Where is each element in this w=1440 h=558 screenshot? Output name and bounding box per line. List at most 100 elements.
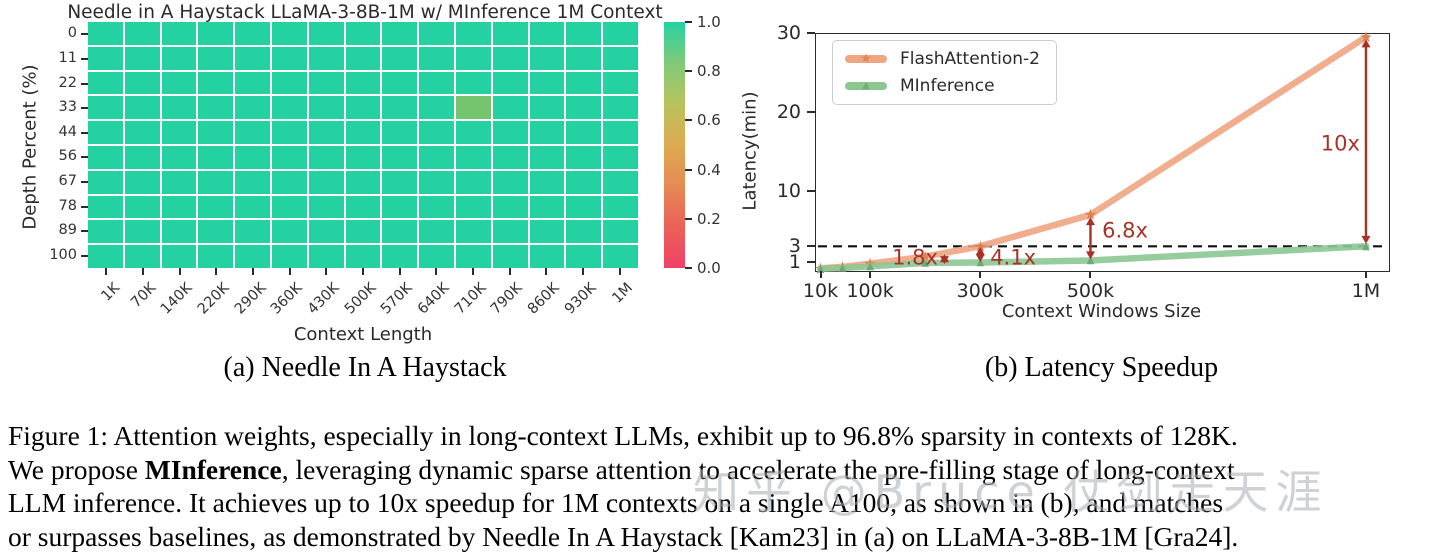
tick-mark xyxy=(398,268,401,275)
heatmap-cell xyxy=(308,96,344,120)
heatmap-cell xyxy=(455,145,491,169)
tick-mark xyxy=(545,268,548,275)
colorbar-tick: 1.0 xyxy=(697,13,721,31)
heatmap-xtick: 290K xyxy=(231,280,270,318)
heatmap-cell xyxy=(603,195,638,219)
latency-ytick: 30 xyxy=(776,22,801,44)
heatmap-cell xyxy=(345,121,381,144)
heatmap-cell xyxy=(529,245,565,268)
heatmap-cell xyxy=(235,22,270,45)
latency-xtick-labels: 10k 100k 300k 500k 1M xyxy=(803,271,1388,311)
tick-mark xyxy=(81,82,88,85)
heatmap-y-axis-label: Depth Percent (%) xyxy=(19,64,41,230)
tick-mark xyxy=(819,271,822,278)
heatmap-cell xyxy=(235,145,270,169)
heatmap-cell xyxy=(345,220,381,244)
tick-mark xyxy=(685,70,692,73)
heatmap-cell xyxy=(235,220,270,244)
heatmap-cell xyxy=(88,220,123,244)
heatmap-cell xyxy=(345,245,381,268)
heatmap-cell xyxy=(198,121,234,144)
latency-xtick: 500k xyxy=(1066,280,1115,302)
heatmap-cell xyxy=(124,46,160,70)
heatmap-cell xyxy=(235,195,270,219)
heatmap-cell xyxy=(455,121,491,144)
heatmap-cell xyxy=(308,220,344,244)
svg-text:★: ★ xyxy=(1084,206,1097,224)
heatmap-cell xyxy=(382,195,418,219)
svg-text:▲: ▲ xyxy=(976,257,984,268)
tick-mark xyxy=(1364,271,1367,278)
colorbar-tick: 0.2 xyxy=(697,209,721,228)
heatmap-ytick: 89 xyxy=(58,222,77,239)
heatmap-cell xyxy=(455,245,491,268)
tick-mark xyxy=(979,271,982,278)
heatmap-cell xyxy=(198,71,234,95)
heatmap-cell xyxy=(198,145,234,169)
heatmap-cell xyxy=(88,170,123,194)
heatmap-ytick: 22 xyxy=(58,74,77,91)
heatmap-cell xyxy=(529,220,565,244)
heatmap-cell xyxy=(566,96,602,120)
heatmap-cell xyxy=(124,96,160,120)
heatmap-cell xyxy=(88,71,123,95)
tick-mark xyxy=(807,32,815,34)
heatmap-cell xyxy=(419,121,454,144)
heatmap-cell xyxy=(161,195,197,219)
heatmap-cell xyxy=(271,71,307,95)
latency-ytick: 1 xyxy=(788,251,801,274)
tick-mark xyxy=(252,268,254,275)
heatmap-cell xyxy=(492,145,528,169)
heatmap-xtick: 360K xyxy=(268,280,306,318)
tick-mark xyxy=(81,156,88,159)
tick-mark xyxy=(685,119,692,122)
heatmap-cell xyxy=(235,170,270,194)
caption-line-2-prefix: We propose xyxy=(8,453,145,485)
heatmap-cell xyxy=(603,170,638,194)
tick-mark xyxy=(81,205,88,208)
heatmap-cell xyxy=(198,220,234,244)
heatmap-cell xyxy=(419,195,454,219)
tick-mark xyxy=(105,268,108,275)
triangle-marker-icon: ▲ xyxy=(862,80,870,91)
heatmap-cell xyxy=(198,46,234,70)
heatmap-cell xyxy=(271,195,307,219)
latency-xtick: 100k xyxy=(846,280,894,302)
heatmap-cell xyxy=(161,71,197,95)
heatmap-xtick: 430K xyxy=(305,280,343,318)
heatmap-cell xyxy=(382,245,418,268)
heatmap-cell xyxy=(455,195,491,219)
heatmap-cell xyxy=(419,145,454,169)
heatmap-cell xyxy=(235,71,270,95)
heatmap-cell xyxy=(492,245,528,268)
flashattention2-line-sample: ★ xyxy=(845,53,887,66)
heatmap-ytick: 67 xyxy=(58,172,77,189)
colorbar xyxy=(664,22,685,268)
heatmap-cell xyxy=(198,245,234,268)
heatmap-cell xyxy=(419,245,454,268)
heatmap-cell xyxy=(382,121,418,144)
heatmap-cell xyxy=(529,71,565,95)
heatmap-cell xyxy=(603,46,638,70)
heatmap-title: Needle in A Haystack LLaMA-3-8B-1M w/ MI… xyxy=(67,2,663,23)
heatmap-cell xyxy=(492,46,528,70)
heatmap-cell xyxy=(455,170,491,194)
heatmap-cell xyxy=(382,71,418,95)
heatmap-cell xyxy=(566,71,602,95)
heatmap-cell xyxy=(529,46,565,70)
heatmap-cell xyxy=(603,121,638,144)
legend-label-flashattention2: FlashAttention-2 xyxy=(900,49,1040,69)
caption-line-1: Figure 1: Attention weights, especially … xyxy=(8,420,1238,451)
heatmap-cell xyxy=(419,96,454,120)
heatmap-cell xyxy=(235,46,270,70)
heatmap-cell xyxy=(124,121,160,144)
heatmap-cell xyxy=(271,22,307,45)
tick-mark xyxy=(807,190,815,192)
heatmap-xtick: 70K xyxy=(128,280,160,312)
tick-mark xyxy=(807,245,815,248)
tick-mark xyxy=(1089,271,1092,278)
colorbar-ticks: 1.0 0.8 0.6 0.4 0.2 0.0 xyxy=(685,13,737,277)
tick-mark xyxy=(81,254,88,257)
colorbar-tick: 0.0 xyxy=(697,259,721,277)
heatmap-cell xyxy=(161,170,197,194)
